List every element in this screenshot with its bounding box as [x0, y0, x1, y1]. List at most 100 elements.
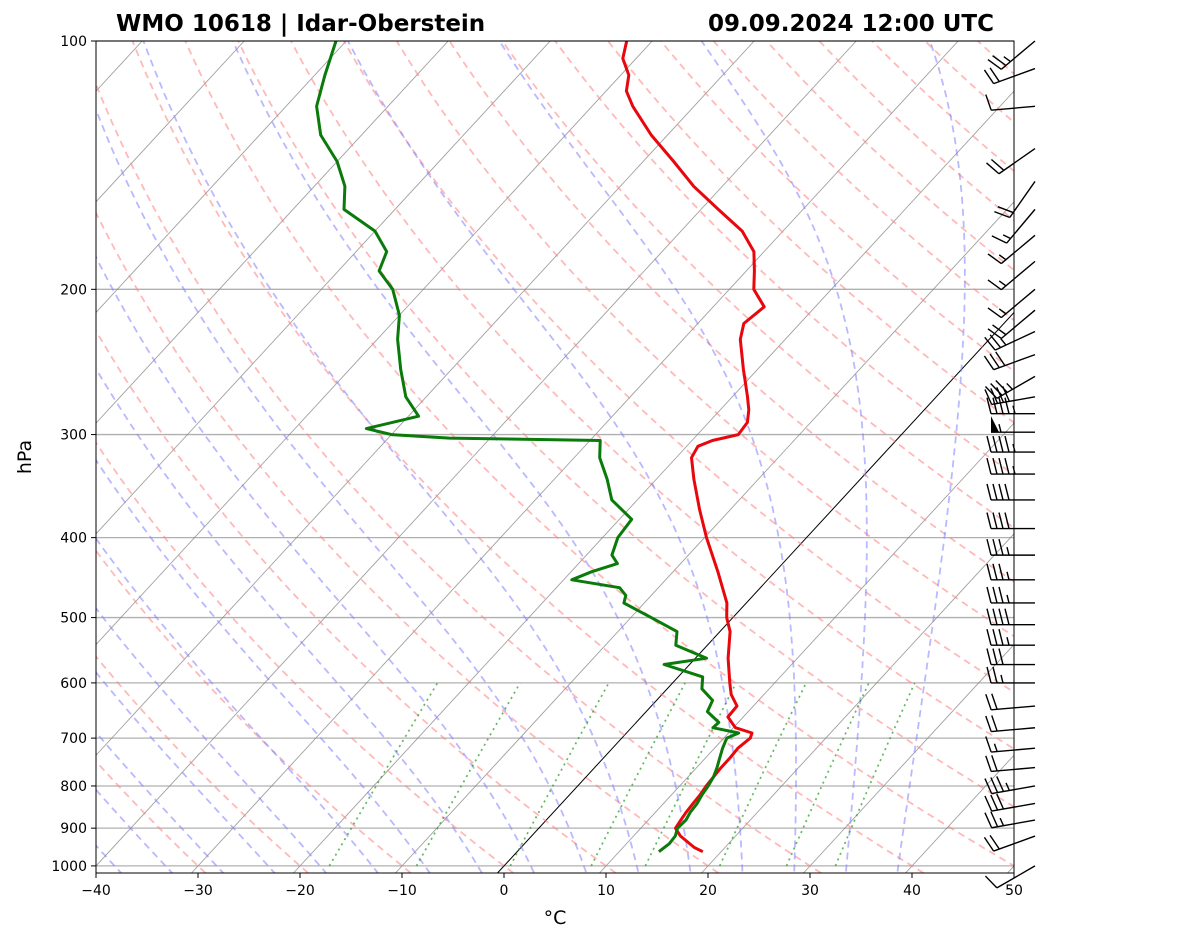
barb-half [1002, 234, 1011, 240]
barb-half [1006, 382, 1013, 390]
wind-barb [994, 181, 1036, 219]
y-tick-label: 500 [60, 611, 87, 627]
barb-half [998, 308, 1007, 315]
barb-full [986, 538, 992, 556]
x-tick-label: 20 [699, 883, 717, 899]
x-tick-label: −30 [183, 883, 213, 899]
barb-full [983, 355, 995, 371]
barb-full [992, 586, 998, 604]
barb-staff [993, 353, 1036, 371]
wind-barb [984, 865, 1036, 889]
barb-full [990, 158, 1005, 171]
barb-full [984, 795, 993, 812]
barb-staff [991, 802, 1036, 812]
wind-barb [984, 375, 1036, 399]
moist-adiabat [700, 41, 868, 873]
dry-adiabat [712, 41, 1014, 322]
moist-adiabat [96, 670, 276, 873]
wind-barb [985, 693, 1036, 711]
dry-adiabat [448, 41, 1014, 583]
x-tick-label: 50 [1005, 883, 1023, 899]
barb-staff [1000, 40, 1036, 70]
barb-full [986, 483, 992, 501]
barb-full [996, 776, 1005, 792]
y-axis-label: hPa [14, 440, 36, 474]
x-tick-label: −20 [285, 883, 315, 899]
mixing-ratio-line [590, 682, 686, 867]
x-tick-label: 40 [903, 883, 921, 899]
y-tick-label: 700 [60, 731, 87, 747]
barb-full [987, 59, 1002, 70]
dry-adiabat [96, 549, 412, 873]
dry-adiabat [977, 41, 1014, 76]
wind-barb [986, 563, 1035, 581]
barb-full [989, 353, 1000, 369]
barb-full [989, 834, 1000, 850]
wind-barb [985, 755, 1036, 773]
moist-adiabat [96, 606, 328, 873]
barb-full [990, 383, 1003, 396]
isotherm [96, 41, 653, 646]
barb-full [984, 778, 993, 794]
wind-barb [986, 457, 1035, 475]
barb-full [984, 386, 998, 399]
wind-barb [986, 608, 1035, 626]
barb-full [998, 483, 1004, 501]
barb-staff [991, 747, 1036, 753]
barb-staff [996, 375, 1036, 399]
chart-title-time: 09.09.2024 12:00 UTC [708, 11, 994, 37]
barb-full [998, 538, 1004, 556]
dry-adiabat [924, 41, 1014, 124]
barb-full [1004, 512, 1010, 529]
barb-full [984, 812, 993, 829]
barb-staff [991, 105, 1036, 111]
barb-full [986, 586, 992, 604]
isotherm [701, 533, 1014, 873]
barb-full [984, 336, 996, 351]
barb-full [992, 435, 998, 453]
wind-barb [986, 147, 1036, 175]
dry-adiabat [96, 81, 822, 873]
wind-barb [984, 330, 1036, 351]
dry-adiabat [131, 41, 925, 873]
barb-staff [994, 330, 1036, 351]
mixing-ratio-line [718, 682, 807, 867]
dewpoint-profile [315, 41, 741, 853]
moist-adiabat [96, 536, 379, 873]
wind-barb [984, 811, 1036, 829]
barb-full [987, 307, 1002, 319]
barb-full [998, 648, 1004, 665]
barb-full [987, 279, 1002, 291]
wind-barb [987, 288, 1036, 319]
x-tick-label: 10 [597, 883, 615, 899]
dry-adiabat [554, 41, 1014, 476]
wind-barb [986, 483, 1035, 501]
y-tick-label: 400 [60, 531, 87, 547]
isotherm [395, 201, 1014, 873]
barb-full [992, 55, 1007, 66]
dry-adiabat [343, 41, 1014, 694]
dry-adiabat [818, 41, 1014, 222]
isotherm [803, 643, 1014, 873]
wind-barb [987, 309, 1036, 340]
barb-full [997, 206, 1014, 214]
barb-half [1006, 636, 1010, 646]
barb-staff [1000, 288, 1036, 319]
barb-staff [993, 67, 1036, 85]
barb-full [984, 389, 993, 405]
barb-half [1000, 674, 1004, 684]
y-tick-label: 200 [60, 282, 87, 298]
y-tick-label: 300 [60, 428, 87, 444]
barb-pennant [991, 416, 999, 433]
barb-full [984, 875, 998, 889]
dry-adiabat [237, 41, 1014, 808]
wind-barb [991, 416, 1035, 433]
wind-barb [984, 776, 1036, 795]
wind-barb [983, 834, 1036, 852]
barb-full [989, 334, 1002, 349]
barb-full [985, 755, 992, 772]
barb-full [986, 563, 992, 581]
sounding-profiles [315, 41, 766, 854]
dry-adiabat [290, 41, 1014, 750]
dry-adiabat [501, 41, 1014, 529]
